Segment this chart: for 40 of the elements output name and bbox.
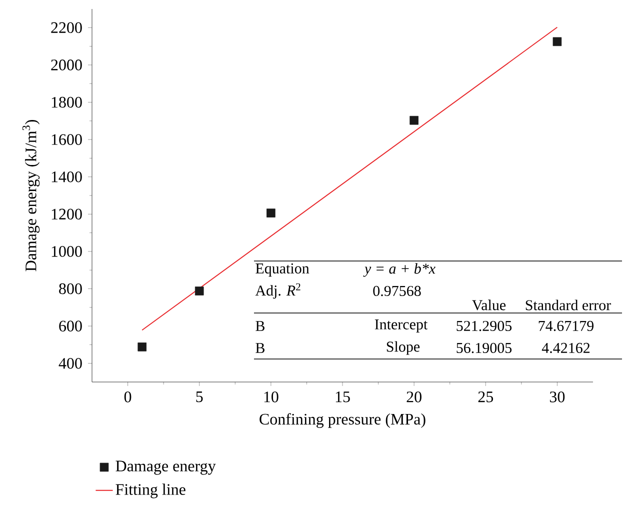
x-tick-label: 15 [336,392,350,402]
annotation: 4.42162 [542,342,590,354]
y-axis-title: Damage energy (kJ/m$^{3}$) [22,120,40,272]
annotation: 56.19005 [456,342,512,354]
point [266,208,276,218]
annotation: 521.2905 [456,320,512,332]
annotation: y = a + b*x [363,263,436,277]
y-tick-label: 1200 [52,208,82,220]
x-tick-label: 10 [264,392,278,402]
annotation: Standard error [526,300,611,310]
annotation: Adj. R$^{2}$ [255,283,300,299]
y-tick-label: 1000 [52,246,82,257]
point [194,286,204,296]
annotation: Equation [256,263,310,277]
legend-label: Damage energy [116,460,216,475]
annotation: B [256,343,264,353]
annotation: Value [472,300,506,310]
point [410,116,418,125]
annotation: Intercept [374,319,428,333]
annotation: Slope [386,341,420,355]
y-tick-label: 600 [59,320,82,332]
annotation: B [256,321,264,331]
x-tick-label: 25 [478,392,494,402]
point [552,37,562,46]
x-tick-label: 5 [196,392,203,402]
y-tick-label: 2200 [51,22,82,34]
y-tick-label: 1400 [52,171,82,182]
y-tick-label: 2000 [51,60,82,70]
y-tick-label: 800 [59,283,82,294]
point [138,342,147,352]
x-axis-title: Confining pressure (MPa) [260,413,426,428]
legend-label: Fitting line [116,484,186,498]
x-tick-label: 20 [406,392,422,402]
y-tick-label: 1800 [52,96,82,108]
y-tick-label: 400 [58,358,82,369]
y-tick-label: 1600 [52,134,82,145]
x-tick-label: 0 [124,392,132,402]
x-tick-label: 30 [550,392,565,402]
annotation: 74.67179 [538,320,594,332]
annotation: 0.97568 [373,286,421,296]
